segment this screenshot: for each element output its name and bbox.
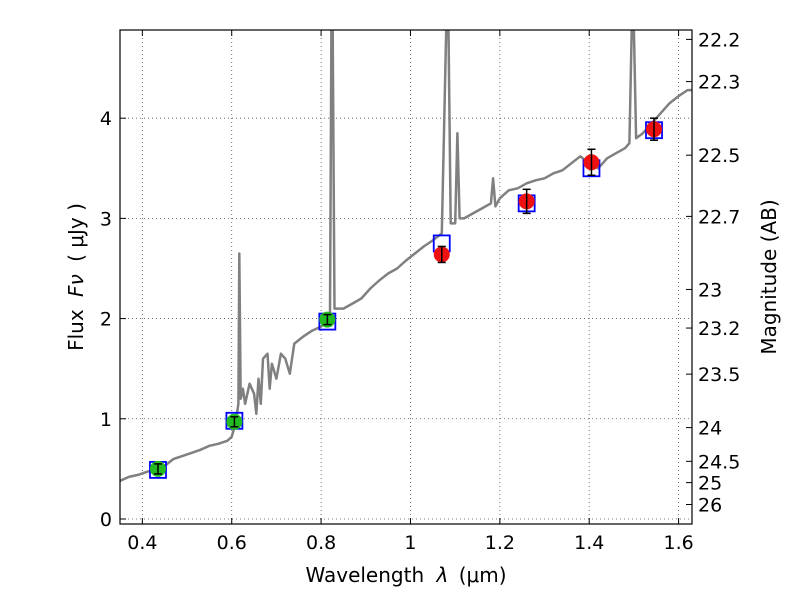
right-axis-label: Magnitude (AB) [757,199,781,354]
y-tick-label: 1 [100,409,112,431]
y2-tick-label: 24 [698,418,722,440]
y2-tick-label: 22.3 [698,72,740,94]
y-axis-label: Flux Fν ( μJy ) [64,203,88,351]
y2-tick-label: 22.2 [698,29,740,51]
grid-lines [120,30,692,524]
y2-tick-label: 23.5 [698,364,740,386]
x-axis-label: Wavelength λ (μm) [305,563,506,587]
plot-frame [119,29,693,525]
x-tick-label: 1.6 [663,532,693,554]
plot-area [120,30,692,483]
y-tick-label: 2 [100,309,112,331]
y2-tick-label: 22.7 [698,206,740,228]
y2-tick-label: 23.2 [698,318,740,340]
y2-tick-label: 23 [698,279,722,301]
x-tick-label: 0.8 [306,532,336,554]
y2-tick-label: 24.5 [698,451,740,473]
y-tick-label: 4 [100,108,112,130]
y2-tick-label: 26 [698,495,722,517]
axes: 0.4 0.6 0.8 1 1.2 1.4 1.60123422.222.322.522.7… [100,29,740,554]
y-tick-label: 0 [100,509,112,531]
x-tick-label: 0.6 [217,532,247,554]
x-tick-label: 1 [404,532,416,554]
y-tick-label: 3 [100,208,112,230]
x-tick-label: 1.4 [574,532,604,554]
y2-tick-label: 25 [698,473,722,495]
y2-tick-label: 22.5 [698,145,740,167]
model-spectrum-line [120,30,692,483]
x-tick-label: 1.2 [485,532,515,554]
x-tick-label: 0.4 [127,532,157,554]
